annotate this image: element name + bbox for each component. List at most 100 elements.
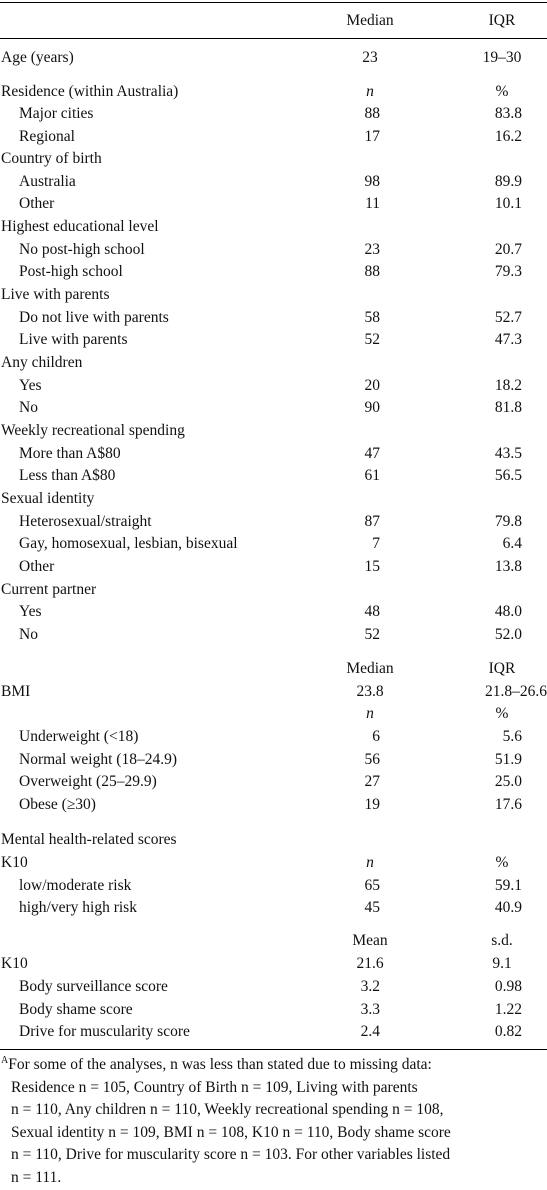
row-n: 61 <box>364 467 381 484</box>
top-rule <box>0 2 547 3</box>
section-heading: Country of birth <box>0 148 547 170</box>
row-label: Heterosexual/straight <box>19 513 152 530</box>
table-row: Less than A$80 61 56.5 <box>0 465 547 487</box>
row-n: 47 <box>364 445 381 462</box>
row-label: Less than A$80 <box>19 467 116 484</box>
row-pct: 51.9 <box>494 751 522 768</box>
footnote-line: n = 110, Drive for muscularity score n =… <box>11 1146 451 1163</box>
table-row: No post-high school 23 20.7 <box>0 239 547 261</box>
footnote-line: n = 110, Any children n = 110, Weekly re… <box>11 1101 444 1118</box>
section-heading: Sexual identity <box>0 488 547 510</box>
age-median: 23 <box>362 49 378 66</box>
row-pct: 40.9 <box>494 899 522 916</box>
row-label: Obese (≥30) <box>19 796 96 813</box>
bmi-median: 23.8 <box>356 683 384 700</box>
bmi-row: BMI 23.8 21.8–26.6 <box>0 681 547 703</box>
row-label: More than A$80 <box>19 445 121 462</box>
row-label: Post-high school <box>19 263 123 280</box>
k10-score-label: K10 <box>1 955 28 972</box>
row-label: Underweight (<18) <box>19 728 139 745</box>
table-row: Major cities 88 83.8 <box>0 103 547 125</box>
footnote-marker: A <box>1 1055 9 1066</box>
bmi-label: BMI <box>1 683 31 700</box>
row-label: Other <box>19 558 55 575</box>
k10-score-row: K10 21.6 9.1 <box>0 953 547 975</box>
footnote-line: Residence n = 105, Country of Birth n = … <box>11 1078 418 1096</box>
row-pct: 47.3 <box>494 331 522 348</box>
table-row: No 90 81.8 <box>0 397 547 419</box>
mental-label: Mental health-related scores <box>1 831 177 848</box>
section-heading: Highest educational level <box>0 216 547 238</box>
row-label: Major cities <box>19 105 94 122</box>
k10-n-header: n <box>366 854 374 871</box>
header-iqr: IQR <box>488 12 516 29</box>
row-label: Normal weight (18–24.9) <box>19 751 177 768</box>
row-pct: 81.8 <box>494 399 522 416</box>
bmi-n-header: n <box>366 705 374 722</box>
row-pct: 6.4 <box>502 535 522 552</box>
bmi-header-median: Median <box>346 660 394 677</box>
residence-n-header: n <box>366 83 374 100</box>
row-n: 88 <box>364 263 381 280</box>
section-heading: Current partner <box>0 579 547 601</box>
row-label: high/very high risk <box>19 899 137 916</box>
row-n: 58 <box>364 309 381 326</box>
footnote-line: Sexual identity n = 109, BMI n = 108, K1… <box>11 1123 451 1141</box>
row-label: low/moderate risk <box>19 877 132 894</box>
bmi-pct-header: % <box>495 705 509 722</box>
residence-label: Residence (within Australia) <box>1 83 179 100</box>
row-pct: 56.5 <box>494 467 522 484</box>
table-row: Yes 20 18.2 <box>0 375 547 397</box>
row-n: 6 <box>372 728 380 745</box>
table-row: Obese (≥30) 19 17.6 <box>0 794 547 816</box>
table-row: More than A$80 47 43.5 <box>0 443 547 465</box>
children-label: Any children <box>1 354 83 371</box>
row-pct: 5.6 <box>502 728 522 745</box>
row-mean: 2.4 <box>360 1023 380 1040</box>
k10-pct-header: % <box>495 854 509 871</box>
table-row: Body surveillance score 3.2 0.98 <box>0 976 547 998</box>
row-label: No <box>19 399 38 416</box>
table-row: Post-high school 88 79.3 <box>0 261 547 283</box>
k10-sd: 9.1 <box>492 955 512 972</box>
parents-label: Live with parents <box>1 286 110 303</box>
row-label: Yes <box>19 377 42 394</box>
country-label: Country of birth <box>1 150 102 167</box>
row-n: 45 <box>364 899 381 916</box>
table-row: Normal weight (18–24.9) 56 51.9 <box>0 749 547 771</box>
row-pct: 52.0 <box>494 626 522 643</box>
k10-label: K10 <box>1 854 28 871</box>
row-n: 87 <box>364 513 381 530</box>
header-median: Median <box>346 12 394 29</box>
row-n: 98 <box>364 173 381 190</box>
row-pct: 48.0 <box>494 603 522 620</box>
table-row: Australia 98 89.9 <box>0 171 547 193</box>
table-row: Other 11 10.1 <box>0 193 547 215</box>
sexual-label: Sexual identity <box>1 490 95 507</box>
row-pct: 79.8 <box>494 513 522 530</box>
row-pct: 79.3 <box>494 263 522 280</box>
row-n: 17 <box>364 128 381 145</box>
row-n: 65 <box>364 877 381 894</box>
table-row: No 52 52.0 <box>0 624 547 646</box>
row-label: Live with parents <box>19 331 128 348</box>
row-pct: 10.1 <box>494 195 522 212</box>
section-heading: Live with parents <box>0 284 547 306</box>
table-row: Heterosexual/straight 87 79.8 <box>0 511 547 533</box>
table-row: high/very high risk 45 40.9 <box>0 897 547 919</box>
row-label: Gay, homosexual, lesbian, bisexual <box>19 535 238 552</box>
row-n: 52 <box>364 331 381 348</box>
row-sd: 0.98 <box>494 978 522 995</box>
row-pct: 13.8 <box>494 558 522 575</box>
scores-header-mean: Mean <box>352 932 388 949</box>
row-n: 90 <box>364 399 381 416</box>
header-rule <box>0 38 547 39</box>
table-row: Regional 17 16.2 <box>0 126 547 148</box>
row-pct: 25.0 <box>494 773 522 790</box>
row-label: Overweight (25–29.9) <box>19 773 157 790</box>
row-n: 52 <box>364 626 381 643</box>
row-pct: 17.6 <box>494 796 522 813</box>
table-row: Gay, homosexual, lesbian, bisexual 7 6.4 <box>0 533 547 555</box>
spending-label: Weekly recreational spending <box>1 422 185 439</box>
table-row: Other 15 13.8 <box>0 556 547 578</box>
